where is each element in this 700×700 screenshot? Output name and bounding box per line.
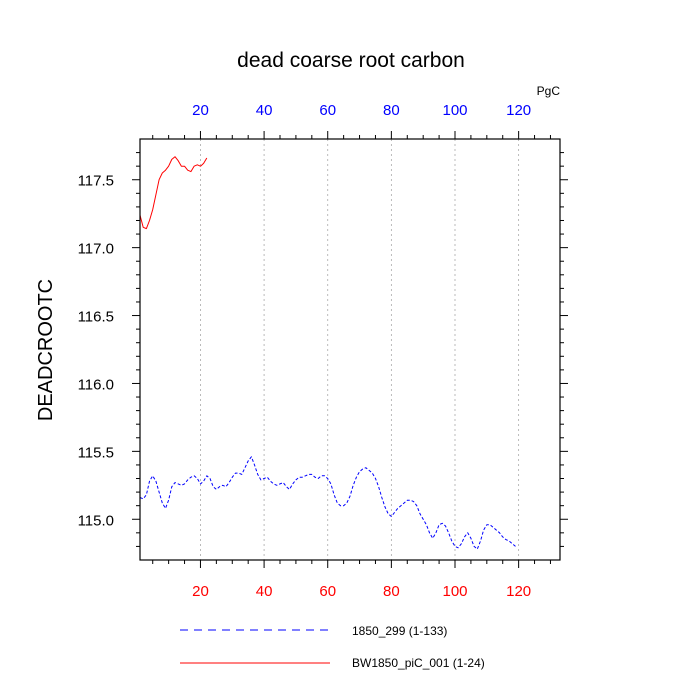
tick-labels: 20 20 40 40 60 60 80 80 100 100 120 120 115.0 115.5 11…	[78, 102, 532, 600]
x-tick-label-bottom: 80	[383, 583, 400, 600]
x-tick-label-top: 40	[256, 102, 273, 119]
y-axis-label: DEADCROOTC	[35, 279, 57, 421]
y-tick-label: 115.0	[78, 512, 114, 529]
y-tick-label: 117.0	[78, 241, 114, 258]
grid-lines	[200, 139, 520, 560]
x-tick-label-top: 80	[383, 102, 400, 119]
plot-frame	[139, 138, 561, 561]
x-tick-label-top: 60	[319, 102, 336, 119]
units-label: PgC	[537, 84, 561, 98]
series-line-0	[139, 456, 516, 550]
series-lines	[139, 156, 516, 550]
tick-marks	[132, 131, 568, 568]
x-tick-label-bottom: 20	[192, 583, 209, 600]
series-line-1	[139, 156, 208, 230]
y-tick-label: 116.0	[78, 376, 114, 393]
legend: 1850_299 (1-133) BW1850_piC_001 (1-24)	[180, 624, 485, 670]
x-tick-label-bottom: 120	[506, 583, 531, 600]
chart-title: dead coarse root carbon	[237, 49, 465, 72]
x-tick-label-top: 120	[506, 102, 531, 119]
x-tick-label-bottom: 60	[319, 583, 336, 600]
x-tick-label-bottom: 40	[256, 583, 273, 600]
y-tick-label: 117.5	[78, 173, 114, 190]
x-tick-label-bottom: 100	[442, 583, 467, 600]
y-tick-label: 116.5	[78, 309, 114, 326]
x-tick-label-top: 100	[442, 102, 467, 119]
legend-label-bw1850: BW1850_piC_001 (1-24)	[352, 656, 485, 670]
y-tick-label: 115.5	[78, 444, 114, 461]
legend-label-1850-299: 1850_299 (1-133)	[352, 624, 447, 638]
x-tick-label-top: 20	[192, 102, 209, 119]
